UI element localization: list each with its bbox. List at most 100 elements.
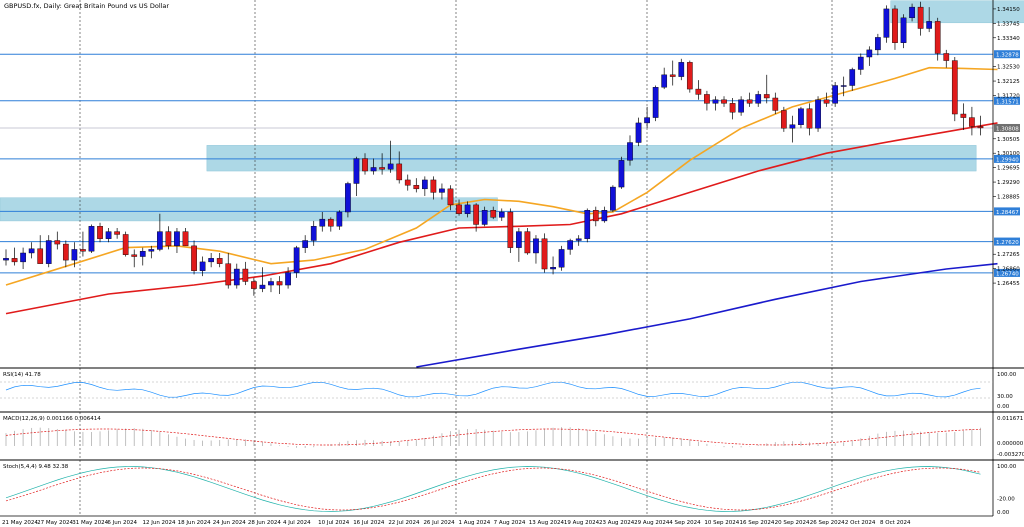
candle-body-86 <box>738 99 744 113</box>
candle-body-97 <box>832 85 838 104</box>
candle-body-60 <box>516 231 522 248</box>
indicator-tick-2-0: 100.00 <box>997 464 1017 470</box>
date-label-4: 12 Jun 2024 <box>142 520 176 526</box>
candle-body-6 <box>54 240 61 245</box>
candle-body-4 <box>37 248 44 264</box>
candle-body-103 <box>883 8 890 38</box>
date-label-15: 13 Aug 2024 <box>529 520 565 526</box>
candle-body-43 <box>370 167 377 172</box>
indicator-tick-0-2: 0.00 <box>997 404 1010 410</box>
candle-body-38 <box>327 218 334 227</box>
candle-body-109 <box>934 21 941 54</box>
candle-body-2 <box>20 252 26 263</box>
price-tick-label-0: 1.34150 <box>997 7 1020 13</box>
candle-body-31 <box>268 281 274 286</box>
candle-body-37 <box>319 218 326 227</box>
candle-body-107 <box>917 6 924 29</box>
date-label-23: 26 Sep 2024 <box>810 520 845 526</box>
level-tag-0 <box>994 50 1020 59</box>
date-label-19: 4 Sep 2024 <box>669 520 701 526</box>
chart-title: GBPUSD.fx, Daily: Great Britain Pound vs… <box>4 2 169 10</box>
date-label-8: 4 Jul 2024 <box>283 520 311 526</box>
candle-body-65 <box>558 249 565 268</box>
candle-body-24 <box>208 258 214 263</box>
candle-body-66 <box>567 240 574 250</box>
supply-demand-zones <box>0 0 1024 222</box>
candle-body-96 <box>823 99 830 104</box>
current-price-label: 1.30808 <box>996 126 1019 132</box>
date-label-7: 28 Jun 2024 <box>248 520 282 526</box>
candle-body-93 <box>798 108 804 125</box>
candle-body-69 <box>592 210 599 222</box>
candle-body-52 <box>447 188 454 206</box>
level-tag-4 <box>994 237 1020 246</box>
indicator-name-1: MACD(12,26,9) 0.001166 0.006414 <box>3 416 101 422</box>
candle-body-76 <box>652 87 659 118</box>
candle-body-62 <box>533 238 539 254</box>
candle-body-94 <box>806 108 813 129</box>
current-price-tag <box>994 123 1020 132</box>
date-label-14: 7 Aug 2024 <box>494 520 526 526</box>
candle-body-41 <box>353 158 360 184</box>
candle-body-64 <box>550 267 556 270</box>
candle-body-20 <box>174 231 180 247</box>
date-label-3: 6 Jun 2024 <box>107 520 137 526</box>
candlesticks <box>3 1 984 296</box>
date-label-6: 24 Jun 2024 <box>213 520 247 526</box>
candle-body-102 <box>875 37 881 51</box>
price-tick-label-2: 1.33340 <box>997 36 1020 42</box>
candle-body-112 <box>960 113 967 118</box>
indicator-tick-0-0: 100.00 <box>997 372 1017 378</box>
candle-body-17 <box>148 249 155 252</box>
date-axis: 21 May 2024 27 May 2024 31 May 2024 6 Jun 2… <box>0 515 993 526</box>
candle-body-111 <box>951 60 958 115</box>
candle-body-82 <box>704 94 710 104</box>
candle-body-67 <box>575 238 582 241</box>
price-tick-label-3: 1.32530 <box>997 65 1020 71</box>
candle-body-92 <box>789 124 796 129</box>
candle-body-39 <box>336 211 343 227</box>
candle-body-30 <box>259 284 266 289</box>
price-tick-label-5: 1.31720 <box>997 93 1020 99</box>
candle-body-45 <box>387 163 394 170</box>
candle-body-104 <box>892 8 898 43</box>
candle-body-1 <box>11 258 18 263</box>
candle-body-14 <box>122 234 129 255</box>
candle-body-3 <box>28 248 35 254</box>
price-tick-label-9: 1.29290 <box>997 180 1020 186</box>
candle-body-101 <box>866 49 873 58</box>
candle-body-36 <box>310 226 317 241</box>
candle-body-90 <box>772 97 779 111</box>
candle-body-21 <box>182 231 189 247</box>
date-label-20: 10 Sep 2024 <box>704 520 739 526</box>
candle-body-113 <box>969 117 975 127</box>
price-tick-label-13: 1.26455 <box>997 281 1020 287</box>
candle-body-42 <box>362 158 368 172</box>
candle-body-11 <box>97 226 103 239</box>
date-label-12: 26 Jul 2024 <box>423 520 455 526</box>
candle-body-54 <box>464 204 471 214</box>
candle-body-25 <box>216 258 223 264</box>
candle-body-28 <box>242 268 249 282</box>
candle-body-91 <box>781 110 787 129</box>
indicator-tick-2-2: 0.00 <box>997 510 1010 516</box>
candle-body-75 <box>644 117 650 124</box>
price-tick-label-11: 1.27265 <box>997 252 1020 258</box>
candle-body-9 <box>80 249 86 252</box>
candle-body-114 <box>977 126 984 129</box>
candle-body-83 <box>712 99 719 104</box>
candle-body-10 <box>88 226 95 252</box>
vertical-gridlines <box>79 0 833 516</box>
stoch-d-line <box>5 467 981 511</box>
date-label-21: 16 Sep 2024 <box>740 520 775 526</box>
candle-body-46 <box>396 163 403 181</box>
indicator-tick-1-2: -0.003270 <box>997 452 1024 458</box>
moving-average-2 <box>416 262 998 368</box>
candle-body-68 <box>584 210 591 239</box>
candle-body-16 <box>139 250 146 257</box>
candle-body-89 <box>763 94 770 99</box>
level-label-2: 1.29940 <box>996 157 1019 163</box>
candle-body-108 <box>926 21 933 29</box>
candle-body-87 <box>746 99 753 104</box>
